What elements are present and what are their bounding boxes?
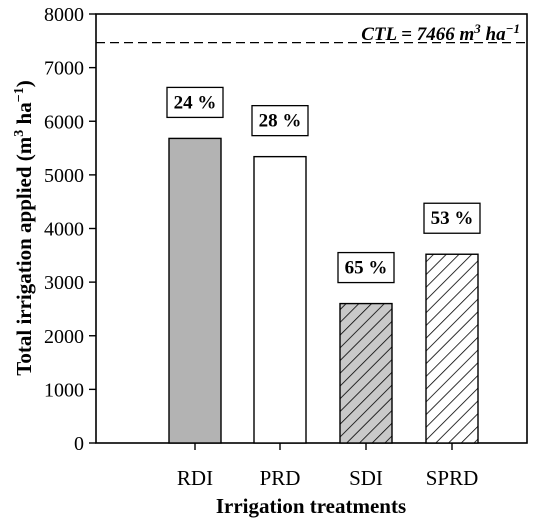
bar-sprd: [425, 253, 479, 444]
x-tick-label-prd: PRD: [260, 466, 301, 490]
bar-prd: [253, 155, 307, 444]
reference-label-prefix: CTL = 7466 m: [361, 24, 474, 45]
x-tick-label-sprd: SPRD: [426, 466, 479, 490]
y-axis-title-mid: ha: [12, 102, 36, 130]
y-axis-title-end: ): [12, 80, 36, 87]
percent-label-box: [251, 104, 309, 137]
percent-label: 53 %: [431, 208, 474, 229]
percent-label: 24 %: [174, 92, 217, 113]
percent-label: 65 %: [345, 258, 388, 279]
y-tick-label: 5000: [44, 165, 84, 187]
y-axis-ticks: 0 1000 2000 3000 4000 5000 6000 7000 8000: [44, 4, 96, 455]
reference-label-mid: ha: [481, 24, 506, 45]
bar-sdi: [339, 302, 393, 444]
y-tick-label: 2000: [44, 326, 84, 348]
reference-label-sup1: 3: [473, 21, 481, 36]
y-axis-title-sup2: −1: [12, 87, 27, 102]
y-axis-title-main: Total irrigation applied (m: [12, 136, 36, 375]
bars: RDI 24 % PRD 28 % SDI 65 % SPRD 53 %: [166, 86, 481, 490]
y-tick-label: 0: [74, 433, 84, 455]
y-tick-label: 1000: [44, 379, 84, 401]
reference-line-group: CTL = 7466 m3 ha−1: [96, 21, 527, 45]
percent-label-box: [166, 86, 224, 119]
x-tick-label-sdi: SDI: [349, 466, 383, 490]
percent-label-box: [337, 251, 395, 284]
percent-label: 28 %: [259, 111, 302, 132]
y-tick-label: 4000: [44, 219, 84, 241]
y-axis-title-sup1: 3: [12, 130, 27, 137]
y-tick-label: 3000: [44, 272, 84, 294]
y-tick-label: 7000: [44, 58, 84, 80]
y-axis-title: Total irrigation applied (m3 ha−1): [12, 80, 36, 375]
reference-label-sup2: −1: [506, 21, 520, 36]
bar-rdi: [168, 137, 222, 444]
reference-line-label: CTL = 7466 m3 ha−1: [361, 21, 520, 45]
y-tick-label: 8000: [44, 4, 84, 26]
x-axis-title: Irrigation treatments: [216, 494, 406, 518]
percent-label-box: [423, 202, 481, 234]
y-tick-label: 6000: [44, 111, 84, 133]
x-tick-label-rdi: RDI: [177, 466, 213, 490]
